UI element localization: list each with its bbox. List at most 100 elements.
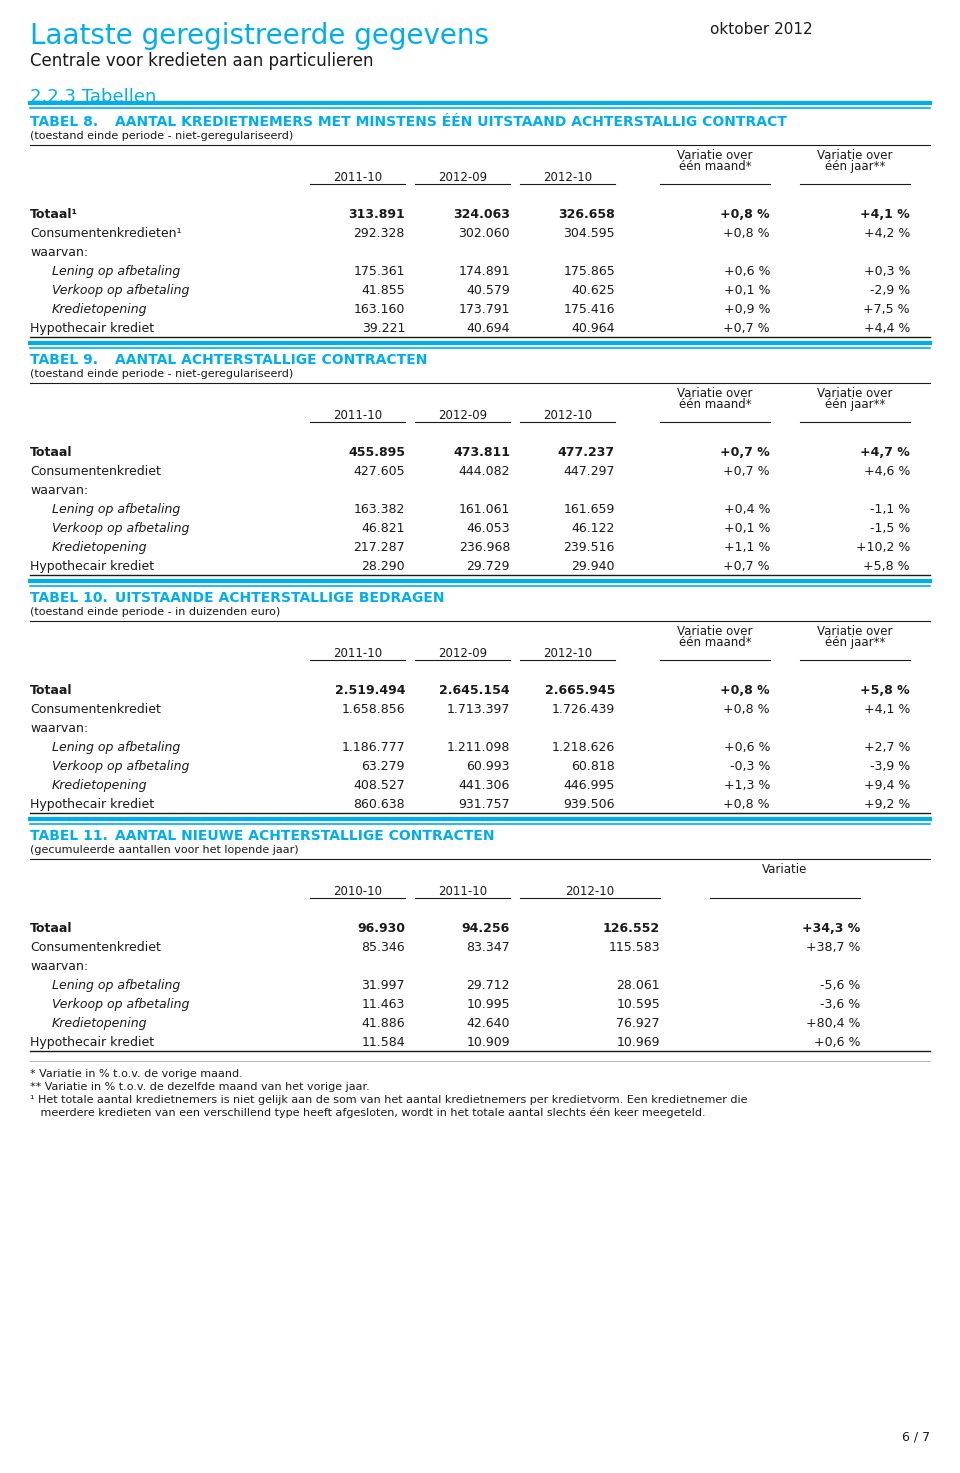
Text: AANTAL NIEUWE ACHTERSTALLIGE CONTRACTEN: AANTAL NIEUWE ACHTERSTALLIGE CONTRACTEN (115, 829, 494, 843)
Text: 175.361: 175.361 (353, 265, 405, 278)
Text: 860.638: 860.638 (353, 798, 405, 812)
Text: 2.665.945: 2.665.945 (544, 683, 615, 697)
Text: 2011-10: 2011-10 (438, 885, 487, 899)
Text: 175.865: 175.865 (564, 265, 615, 278)
Text: 40.579: 40.579 (467, 284, 510, 298)
Text: +10,2 %: +10,2 % (855, 541, 910, 554)
Text: 29.729: 29.729 (467, 560, 510, 573)
Text: Verkoop op afbetaling: Verkoop op afbetaling (52, 521, 189, 535)
Text: +0,8 %: +0,8 % (724, 703, 770, 716)
Text: één jaar**: één jaar** (825, 636, 885, 650)
Text: (toestand einde periode - niet-geregulariseerd): (toestand einde periode - niet-geregular… (30, 370, 293, 379)
Text: Lening op afbetaling: Lening op afbetaling (52, 265, 180, 278)
Text: 39.221: 39.221 (362, 323, 405, 334)
Text: +0,3 %: +0,3 % (863, 265, 910, 278)
Text: 60.993: 60.993 (467, 760, 510, 773)
Text: Lening op afbetaling: Lening op afbetaling (52, 741, 180, 754)
Text: +0,9 %: +0,9 % (724, 303, 770, 317)
Text: Variatie over: Variatie over (677, 149, 753, 162)
Text: 217.287: 217.287 (353, 541, 405, 554)
Text: 161.659: 161.659 (564, 502, 615, 516)
Text: 40.625: 40.625 (571, 284, 615, 298)
Text: 94.256: 94.256 (462, 922, 510, 935)
Text: 60.818: 60.818 (571, 760, 615, 773)
Text: 236.968: 236.968 (459, 541, 510, 554)
Text: 2012-10: 2012-10 (543, 409, 592, 421)
Text: 40.964: 40.964 (571, 323, 615, 334)
Text: +0,6 %: +0,6 % (813, 1036, 860, 1049)
Text: Lening op afbetaling: Lening op afbetaling (52, 980, 180, 991)
Text: waarvan:: waarvan: (30, 722, 88, 735)
Text: Centrale voor kredieten aan particulieren: Centrale voor kredieten aan particuliere… (30, 52, 373, 71)
Text: Verkoop op afbetaling: Verkoop op afbetaling (52, 760, 189, 773)
Text: Hypothecair krediet: Hypothecair krediet (30, 560, 155, 573)
Text: (toestand einde periode - in duizenden euro): (toestand einde periode - in duizenden e… (30, 607, 280, 617)
Text: +4,4 %: +4,4 % (864, 323, 910, 334)
Text: één jaar**: één jaar** (825, 398, 885, 411)
Text: Consumentenkrediet: Consumentenkrediet (30, 703, 161, 716)
Text: ¹ Het totale aantal kredietnemers is niet gelijk aan de som van het aantal kredi: ¹ Het totale aantal kredietnemers is nie… (30, 1094, 748, 1105)
Text: 1.218.626: 1.218.626 (552, 741, 615, 754)
Text: 408.527: 408.527 (353, 779, 405, 792)
Text: +0,8 %: +0,8 % (724, 227, 770, 240)
Text: 42.640: 42.640 (467, 1016, 510, 1030)
Text: 2.645.154: 2.645.154 (440, 683, 510, 697)
Text: 46.053: 46.053 (467, 521, 510, 535)
Text: +1,1 %: +1,1 % (724, 541, 770, 554)
Text: Variatie over: Variatie over (677, 625, 753, 638)
Text: 40.694: 40.694 (467, 323, 510, 334)
Text: 76.927: 76.927 (616, 1016, 660, 1030)
Text: waarvan:: waarvan: (30, 960, 88, 974)
Text: één maand*: één maand* (679, 636, 752, 650)
Text: Totaal: Totaal (30, 922, 73, 935)
Text: 939.506: 939.506 (564, 798, 615, 812)
Text: 10.969: 10.969 (616, 1036, 660, 1049)
Text: Laatste geregistreerde gegevens: Laatste geregistreerde gegevens (30, 22, 489, 50)
Text: -1,1 %: -1,1 % (870, 502, 910, 516)
Text: Hypothecair krediet: Hypothecair krediet (30, 798, 155, 812)
Text: +38,7 %: +38,7 % (805, 941, 860, 955)
Text: +4,1 %: +4,1 % (860, 208, 910, 221)
Text: 2011-10: 2011-10 (333, 409, 382, 421)
Text: Consumentenkrediet: Consumentenkrediet (30, 465, 161, 479)
Text: 313.891: 313.891 (348, 208, 405, 221)
Text: TABEL 8.: TABEL 8. (30, 115, 98, 130)
Text: Kredietopening: Kredietopening (52, 1016, 148, 1030)
Text: -1,5 %: -1,5 % (870, 521, 910, 535)
Text: Consumentenkredieten¹: Consumentenkredieten¹ (30, 227, 181, 240)
Text: +2,7 %: +2,7 % (863, 741, 910, 754)
Text: Kredietopening: Kredietopening (52, 541, 148, 554)
Text: +0,1 %: +0,1 % (724, 284, 770, 298)
Text: 173.791: 173.791 (459, 303, 510, 317)
Text: 31.997: 31.997 (362, 980, 405, 991)
Text: +5,8 %: +5,8 % (860, 683, 910, 697)
Text: 931.757: 931.757 (458, 798, 510, 812)
Text: 83.347: 83.347 (467, 941, 510, 955)
Text: Variatie over: Variatie over (677, 387, 753, 401)
Text: -2,9 %: -2,9 % (870, 284, 910, 298)
Text: AANTAL KREDIETNEMERS MET MINSTENS ÉÉN UITSTAAND ACHTERSTALLIG CONTRACT: AANTAL KREDIETNEMERS MET MINSTENS ÉÉN UI… (115, 115, 787, 130)
Text: 239.516: 239.516 (564, 541, 615, 554)
Text: 2012-10: 2012-10 (543, 171, 592, 184)
Text: +0,7 %: +0,7 % (724, 465, 770, 479)
Text: 1.726.439: 1.726.439 (552, 703, 615, 716)
Text: 46.821: 46.821 (362, 521, 405, 535)
Text: -3,6 %: -3,6 % (820, 999, 860, 1010)
Text: oktober 2012: oktober 2012 (710, 22, 812, 37)
Text: 28.290: 28.290 (361, 560, 405, 573)
Text: Totaal: Totaal (30, 446, 73, 460)
Text: +0,8 %: +0,8 % (724, 798, 770, 812)
Text: +4,2 %: +4,2 % (864, 227, 910, 240)
Text: 455.895: 455.895 (348, 446, 405, 460)
Text: +7,5 %: +7,5 % (863, 303, 910, 317)
Text: 473.811: 473.811 (453, 446, 510, 460)
Text: 302.060: 302.060 (458, 227, 510, 240)
Text: 326.658: 326.658 (559, 208, 615, 221)
Text: Variatie over: Variatie over (817, 149, 893, 162)
Text: +9,2 %: +9,2 % (864, 798, 910, 812)
Text: TABEL 11.: TABEL 11. (30, 829, 108, 843)
Text: 324.063: 324.063 (453, 208, 510, 221)
Text: TABEL 9.: TABEL 9. (30, 354, 98, 367)
Text: 1.658.856: 1.658.856 (342, 703, 405, 716)
Text: 10.595: 10.595 (616, 999, 660, 1010)
